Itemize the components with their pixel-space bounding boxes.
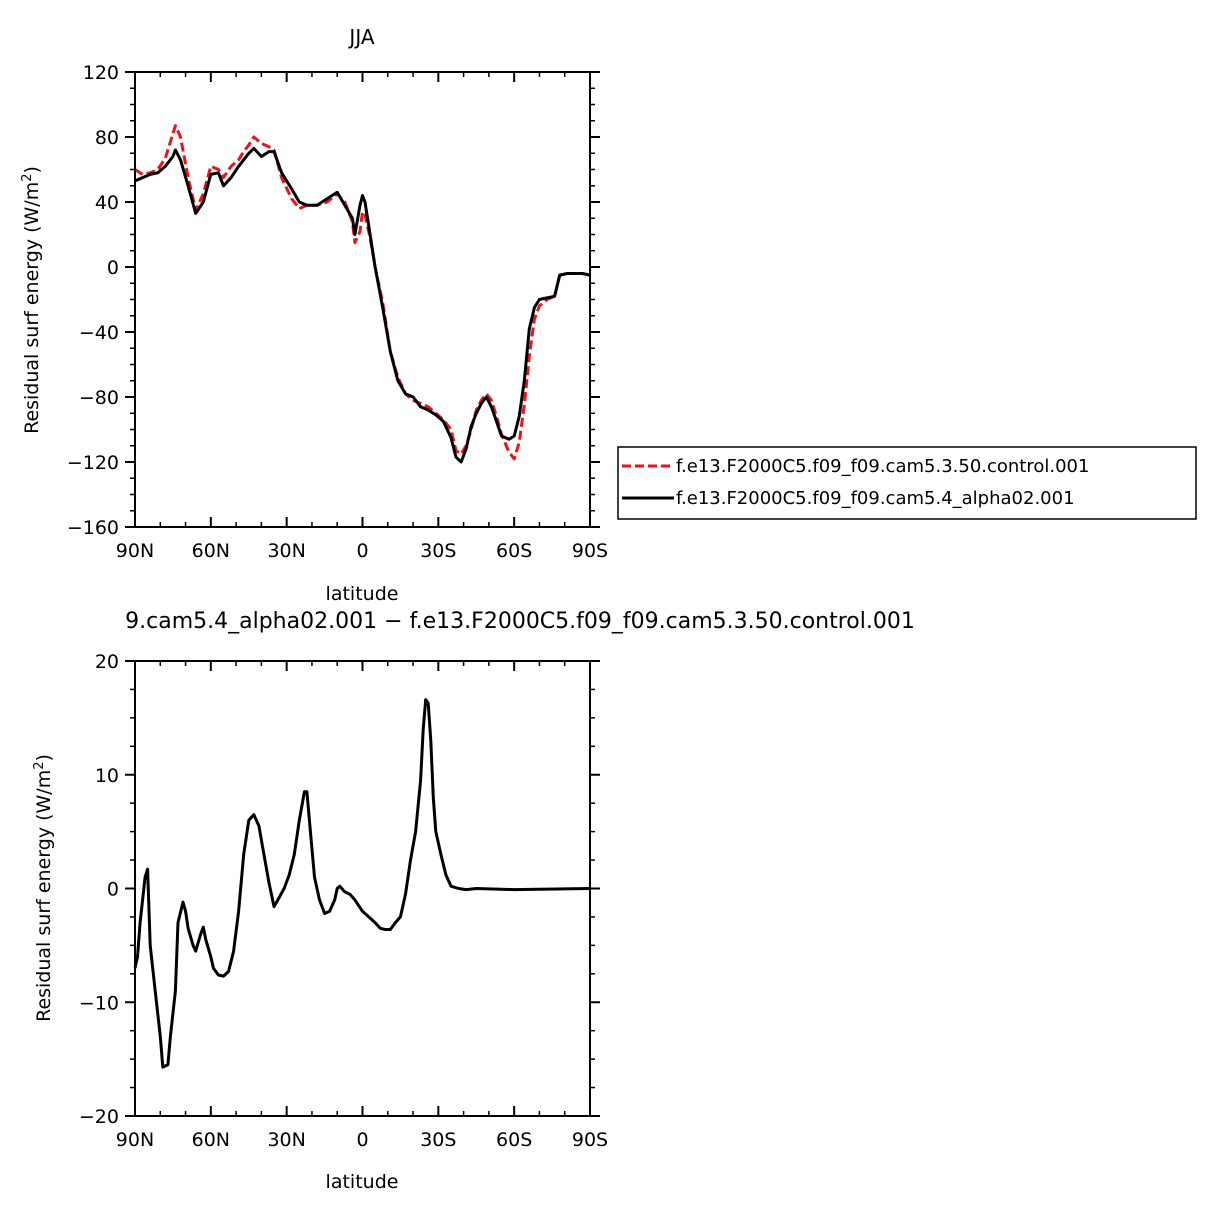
top-x-tick-label: 60N [192,540,230,562]
top-x-tick-label: 60S [496,540,532,562]
top-x-tick-label: 30N [267,540,305,562]
bottom-x-tick-label: 60S [496,1129,532,1151]
top-y-tick-label: −40 [79,322,119,344]
top-chart-title: JJA [347,25,374,49]
legend: f.e13.F2000C5.f09_f09.cam5.3.50.control.… [617,446,1197,520]
bottom-x-axis-label: latitude [326,1171,399,1193]
bottom-panel: 9.cam5.4_alpha02.001 − f.e13.F2000C5.f09… [32,609,915,1193]
bottom-y-axis-label: Residual surf energy (W/m2) [32,754,55,1022]
bottom-data-layer [133,698,591,1069]
top-y-tick-label: −160 [67,517,119,539]
top-y-axis-label: Residual surf energy (W/m2) [20,166,43,434]
top-x-tick-label: 0 [356,540,368,562]
legend-box [617,446,1197,520]
top-x-tick-label: 90S [572,540,608,562]
top-y-tick-label: 40 [95,192,119,214]
top-y-tick-label: −120 [67,452,119,474]
top-axis-ticks: 90N 60N 30N 0 30S 60S 90S −160 −120 −80 −40 0 40 80 12… [67,62,608,562]
bottom-axis-ticks: 90N 60N 30N 0 30S 60S 90S −20 −10 0 10 20 [79,651,608,1151]
bottom-y-tick-label: −10 [79,992,119,1014]
top-y-tick-label: 80 [95,127,119,149]
legend-label-alpha02: f.e13.F2000C5.f09_f09.cam5.4_alpha02.001 [676,488,1075,509]
bottom-x-tick-label: 90S [572,1129,608,1151]
bottom-chart-title: 9.cam5.4_alpha02.001 − f.e13.F2000C5.f09… [125,609,915,634]
top-plot-frame [134,71,591,528]
bottom-y-tick-label: 0 [107,879,119,901]
top-x-tick-label: 30S [420,540,456,562]
bottom-x-tick-label: 30S [420,1129,456,1151]
top-data-layer [134,124,591,464]
bottom-x-tick-label: 60N [192,1129,230,1151]
top-x-tick-label: 90N [116,540,154,562]
legend-label-control: f.e13.F2000C5.f09_f09.cam5.3.50.control.… [676,456,1089,477]
bottom-y-tick-label: −20 [79,1106,119,1128]
top-y-tick-label: 120 [83,62,119,84]
bottom-y-tick-label: 10 [95,765,119,787]
top-series-line-0 [134,124,591,461]
top-series-line-1 [134,146,591,464]
bottom-x-tick-label: 90N [116,1129,154,1151]
top-x-axis-label: latitude [326,583,399,605]
top-y-tick-label: 0 [107,257,119,279]
bottom-x-tick-label: 30N [267,1129,305,1151]
bottom-x-tick-label: 0 [356,1129,368,1151]
bottom-y-tick-label: 20 [95,651,119,673]
top-y-tick-label: −80 [79,387,119,409]
top-panel: JJA 90N 60N 30N 0 30S 60S 90S −160 −120 −80 −40 0 40… [20,25,608,605]
bottom-series-line-0 [133,698,591,1069]
